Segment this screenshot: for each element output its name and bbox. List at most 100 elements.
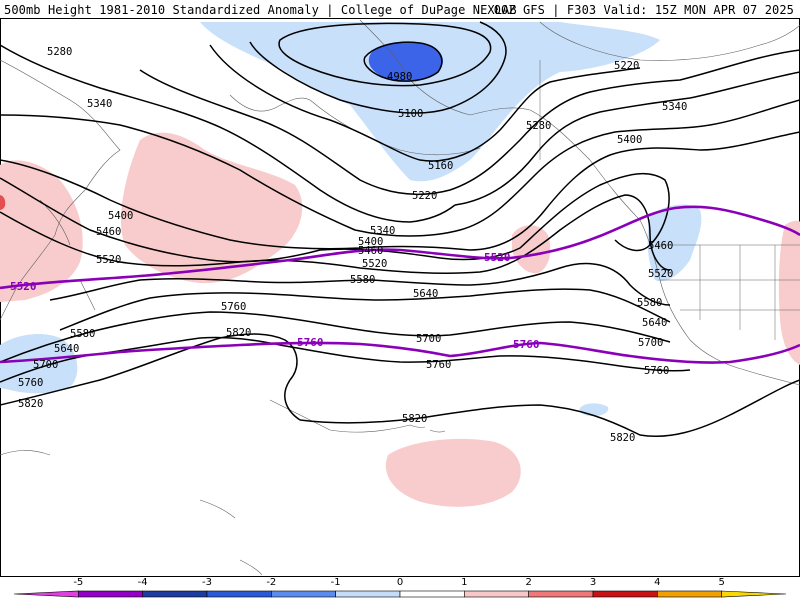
- negative-anomaly-west-pacific: [0, 334, 78, 394]
- contour-label: 5460: [96, 226, 121, 238]
- positive-anomaly-strong: [0, 195, 6, 210]
- reference-contour-5520: [0, 205, 800, 290]
- contour-5040: [278, 22, 492, 87]
- contour-label: 5760: [18, 377, 43, 389]
- contour-label: 5820: [402, 413, 427, 425]
- colorbar-swatch: [13, 590, 79, 598]
- coastline-kamchatka: [229, 94, 311, 112]
- contour-label: 5400: [108, 210, 133, 222]
- contour-5700: [0, 311, 671, 363]
- contour-labels: 4980 5100 5160 5220 5220 5280 5280 5340 …: [18, 46, 687, 444]
- negative-anomaly-west-coast: [647, 204, 702, 282]
- colorbar-tick-label: 0: [397, 577, 403, 588]
- negative-anomaly-north-pacific: [200, 22, 660, 182]
- contour-label: 5580: [637, 297, 662, 309]
- contour-5580: [49, 262, 671, 306]
- contour-label: 5760: [644, 365, 669, 377]
- positive-anomaly-south: [385, 438, 521, 507]
- positive-anomaly-central-pacific: [512, 225, 551, 274]
- colorbar-tick-label: 2: [525, 577, 531, 588]
- contour-label: 5340: [370, 225, 395, 237]
- coastline-aleutians: [309, 99, 481, 156]
- negative-anomaly-core: [368, 41, 443, 82]
- coastline-hawaii: [409, 424, 446, 433]
- colorbar-tick-label: -4: [138, 577, 148, 588]
- colorbar-swatch: [657, 590, 722, 598]
- positive-anomaly-east-asia: [0, 160, 83, 302]
- contour-label: 5640: [54, 343, 79, 355]
- colorbar-tick-label: -5: [73, 577, 83, 588]
- contour-5340: [0, 99, 800, 237]
- positive-anomaly-east: [778, 220, 800, 365]
- contour-5160: [209, 44, 641, 162]
- contour-5820-south: [299, 379, 800, 438]
- contour-5280-east: [454, 71, 800, 206]
- contour-label: 5820: [226, 327, 251, 339]
- colorbar-swatches: [13, 590, 787, 598]
- map-title: 500mb Height 1981-2010 Standardized Anom…: [4, 3, 517, 17]
- contour-label: 5160: [428, 160, 453, 172]
- contour-label: 5400: [617, 134, 642, 146]
- positive-anomaly-west-pacific: [120, 132, 303, 284]
- colorbar-labels: -5 -4 -3 -2 -1 0 1 2 3 4 5: [73, 577, 725, 588]
- contour-5220: [139, 49, 800, 196]
- colorbar-tick-label: 3: [590, 577, 596, 588]
- reference-label: 5760: [513, 338, 540, 351]
- anomaly-shading: [0, 22, 800, 507]
- contour-5760-central: [279, 344, 691, 372]
- colorbar-swatch: [464, 590, 529, 598]
- contour-label: 5820: [18, 398, 43, 410]
- coastline-south-pacific: [0, 450, 263, 576]
- contour-label: 5280: [526, 120, 551, 132]
- contour-label: 4980: [387, 71, 412, 83]
- contour-5400: [0, 131, 800, 251]
- colorbar-tick-label: 5: [718, 577, 724, 588]
- contour-label: 5640: [413, 288, 438, 300]
- colorbar-tick-label: 1: [461, 577, 467, 588]
- colorbar-tick-label: -2: [266, 577, 276, 588]
- contour-label: 5580: [70, 328, 95, 340]
- colorbar-tick-label: 4: [654, 577, 660, 588]
- contour-5280-west: [0, 44, 456, 223]
- contour-label: 5820: [610, 432, 635, 444]
- contour-label: 5520: [362, 258, 387, 270]
- contour-label: 5340: [87, 98, 112, 110]
- contour-label: 5460: [648, 240, 673, 252]
- contour-label: 5460: [358, 245, 383, 257]
- colorbar: -5 -4 -3 -2 -1 0 1 2 3 4 5: [13, 577, 787, 598]
- contour-5820-west: [0, 333, 301, 421]
- state-borders: [660, 245, 800, 340]
- colorbar-tick-label: -1: [331, 577, 341, 588]
- contour-5760-west: [0, 336, 281, 383]
- contour-5520: [0, 194, 671, 274]
- colorbar-swatch: [399, 590, 465, 598]
- reference-label: 5520: [10, 280, 37, 293]
- contour-label: 5400: [358, 236, 383, 248]
- political-borders: [539, 60, 800, 340]
- colorbar-swatch: [592, 590, 658, 598]
- reference-labels: 5520 5520 5760 5760: [10, 251, 540, 351]
- colorbar-swatch: [528, 590, 594, 598]
- reference-contour-5760: [0, 341, 800, 364]
- contour-label: 5340: [662, 101, 687, 113]
- contour-label: 5700: [416, 333, 441, 345]
- contour-label: 5220: [412, 190, 437, 202]
- colorbar-swatch: [206, 590, 272, 598]
- coastline-alaska: [359, 19, 641, 221]
- model-run-info: 00Z GFS | F303 Valid: 15Z MON APR 07 202…: [493, 3, 794, 17]
- contour-5640: [59, 288, 671, 331]
- contour-label: 5280: [47, 46, 72, 58]
- colorbar-swatch: [271, 590, 336, 598]
- reference-contours: [0, 205, 800, 364]
- contour-label: 5520: [96, 254, 121, 266]
- contour-label: 5700: [638, 337, 663, 349]
- contour-label: 5760: [426, 359, 451, 371]
- contour-label: 5520: [648, 268, 673, 280]
- contour-label: 5100: [398, 108, 423, 120]
- coastline-north-america: [639, 219, 800, 386]
- colorbar-swatch: [78, 590, 143, 598]
- contour-5460: [0, 172, 670, 263]
- contour-4980: [363, 41, 443, 82]
- contour-label: 5640: [642, 317, 667, 329]
